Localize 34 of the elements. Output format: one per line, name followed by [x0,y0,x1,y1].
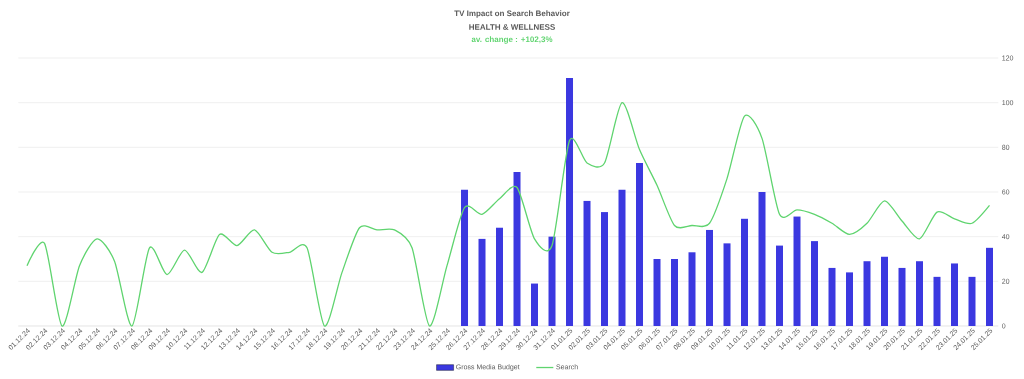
bar [793,216,801,326]
bar [723,243,731,326]
bar [916,261,923,326]
bar [583,200,591,326]
bar [758,191,766,326]
bar [933,276,941,326]
bar [548,236,556,326]
bar [811,241,818,326]
bar [741,218,748,326]
bar [776,245,784,326]
bar [496,227,504,326]
bar [601,212,609,326]
chart-subtitle: HEALTH & WELLNESS [469,24,555,30]
bar [846,272,853,326]
bar [636,162,644,326]
bar [618,189,626,326]
bar [863,261,871,326]
bar [898,267,906,326]
bar [986,247,993,326]
bar [828,267,836,326]
bar [881,256,888,326]
bar [706,229,713,326]
chart-title: TV Impact on Search Behavior [454,10,570,18]
text: av. change : +102,3% [471,36,553,44]
bar [671,258,679,326]
bar [478,238,486,326]
bar [531,283,539,326]
bar [688,252,696,326]
bar [461,189,469,326]
bar [513,171,521,326]
bar [951,263,958,326]
bar [653,258,661,326]
bar [566,78,574,326]
line-series [26,102,991,327]
